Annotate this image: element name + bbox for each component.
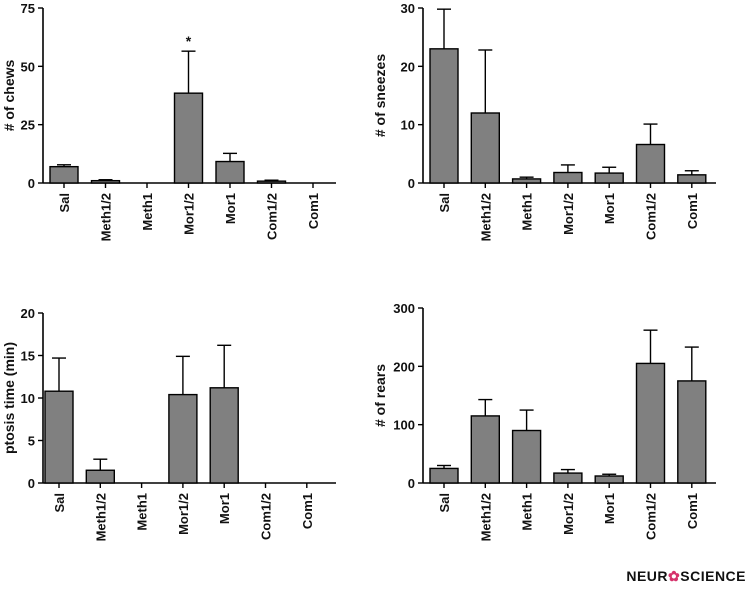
- x-tick-label: Mor1: [223, 193, 238, 224]
- bar-mor1-2: [553, 472, 583, 484]
- bar-mor1: [594, 172, 624, 184]
- y-axis-title: # of chews: [1, 60, 17, 132]
- y-tick-label: 25: [21, 118, 35, 133]
- significance-marker: *: [186, 33, 192, 49]
- x-tick-label: Com1: [685, 493, 700, 529]
- bar-mor1: [209, 387, 239, 484]
- logo-flower-icon: ✿: [668, 568, 681, 584]
- bar-sal: [44, 390, 74, 484]
- bar-com1-2: [635, 362, 666, 484]
- y-tick-label: 100: [393, 418, 415, 433]
- bar-meth1-2: [90, 179, 121, 184]
- x-tick-label: Meth1: [140, 193, 155, 231]
- logo-prefix: NEUR: [626, 568, 669, 584]
- y-tick-label: 10: [21, 391, 35, 406]
- x-tick-label: Com1: [300, 493, 315, 529]
- y-tick-label: 50: [21, 59, 35, 74]
- y-tick-label: 300: [393, 301, 415, 316]
- x-tick-label: Meth1/2: [478, 193, 493, 241]
- x-tick-label: Meth1: [520, 193, 535, 231]
- x-tick-label: Meth1/2: [99, 193, 114, 241]
- bar-mor1-2: [168, 393, 198, 484]
- x-tick-label: Mor1: [602, 193, 617, 224]
- bar-com1: [677, 174, 707, 184]
- bar-com1-2: [635, 143, 666, 184]
- x-tick-label: Mor1: [217, 493, 232, 524]
- x-tick-label: Com1/2: [644, 193, 659, 240]
- x-tick-label: Meth1/2: [93, 493, 108, 541]
- bar-meth1: [511, 429, 542, 484]
- x-tick-label: Sal: [437, 193, 452, 213]
- bar-meth1-2: [470, 415, 500, 484]
- x-tick-label: Com1: [685, 193, 700, 229]
- bar-mor1-2: [173, 92, 204, 184]
- x-tick-label: Com1/2: [644, 493, 659, 540]
- bar-sal: [429, 467, 459, 484]
- x-tick-label: Meth1: [135, 493, 150, 531]
- bar-meth1: [511, 178, 542, 184]
- y-tick-label: 0: [28, 176, 35, 191]
- x-tick-label: Com1/2: [259, 493, 274, 540]
- bar-sal: [49, 165, 79, 184]
- x-tick-label: Mor1/2: [561, 493, 576, 535]
- logo-suffix: SCIENCE: [680, 568, 746, 584]
- chart-panel-ptosis: 0 5 10 15 20 ptosis time (min) Sal Meth1/2 Meth1…: [1, 306, 336, 541]
- y-tick-label: 0: [408, 176, 415, 191]
- x-tick-label: Sal: [57, 193, 72, 213]
- x-tick-label: Meth1/2: [478, 493, 493, 541]
- chart-panel-rears: 0 100 200 300 # of rears Sal Meth1/2 Meth1 Mor1/…: [372, 301, 716, 541]
- x-tick-label: Com1/2: [265, 193, 280, 240]
- x-tick-label: Sal: [437, 493, 452, 513]
- y-axis-title: # of sneezes: [372, 54, 388, 137]
- journal-logo: NEUR✿SCIENCE: [626, 568, 746, 585]
- y-axis-title: # of rears: [372, 364, 388, 427]
- x-tick-label: Mor1: [602, 493, 617, 524]
- bar-mor1: [594, 475, 624, 484]
- y-tick-label: 5: [28, 434, 35, 449]
- chart-panel-chews: 0 25 50 75 # of chews Sal Meth1/2 Meth1 Mor1/2 Mo…: [1, 1, 336, 241]
- x-tick-label: Sal: [52, 493, 67, 513]
- x-tick-label: Mor1/2: [182, 193, 197, 235]
- bar-sal: [429, 48, 459, 184]
- chart-panel-sneezes: 0 10 20 30 # of sneezes Sal Meth1/2 Meth1 Mor1/2…: [372, 1, 716, 241]
- y-tick-label: 20: [21, 306, 35, 321]
- bar-mor1: [215, 160, 245, 184]
- bar-meth1-2: [85, 469, 116, 484]
- bar-com1: [677, 380, 707, 484]
- y-tick-label: 15: [21, 349, 35, 364]
- y-tick-label: 0: [408, 476, 415, 491]
- y-tick-label: 75: [21, 1, 35, 16]
- bar-com1-2: [256, 180, 287, 184]
- y-tick-label: 200: [393, 359, 415, 374]
- y-axis-title: ptosis time (min): [1, 342, 17, 454]
- x-tick-label: Com1: [306, 193, 321, 229]
- y-tick-label: 0: [28, 476, 35, 491]
- x-tick-label: Meth1: [520, 493, 535, 531]
- y-tick-label: 20: [401, 59, 415, 74]
- y-tick-label: 10: [401, 118, 415, 133]
- x-tick-label: Mor1/2: [176, 493, 191, 535]
- bar-meth1-2: [470, 112, 500, 184]
- y-tick-label: 30: [401, 1, 415, 16]
- x-tick-label: Mor1/2: [561, 193, 576, 235]
- bar-mor1-2: [553, 171, 583, 184]
